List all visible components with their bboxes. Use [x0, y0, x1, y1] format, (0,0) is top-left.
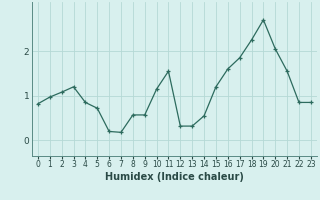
X-axis label: Humidex (Indice chaleur): Humidex (Indice chaleur) [105, 172, 244, 182]
